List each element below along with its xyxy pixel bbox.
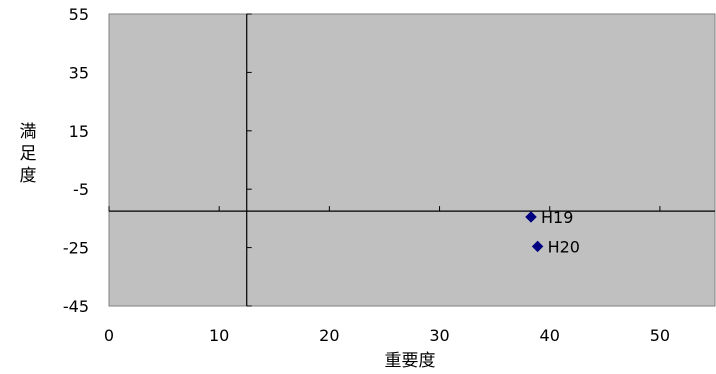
crosshair-axes (108, 13, 715, 307)
data-point-marker (531, 240, 544, 253)
x-tick-label: 20 (319, 326, 339, 345)
data-point-label: H19 (541, 208, 573, 227)
plot-area (108, 13, 716, 307)
x-tick-label: 10 (209, 326, 229, 345)
x-tick-label: 0 (104, 326, 114, 345)
x-axis-title: 重要度 (385, 351, 436, 371)
y-axis-title: 満足度 (20, 122, 37, 186)
y-tick-label: -25 (63, 239, 89, 258)
x-tick-label: 30 (429, 326, 449, 345)
x-tick-labels: 0 10 20 30 40 50 (104, 326, 670, 345)
y-tick-label: 15 (69, 122, 89, 141)
x-tick-label: 50 (650, 326, 670, 345)
y-tick-label: 35 (69, 63, 89, 82)
y-tick-label: -45 (63, 297, 89, 316)
y-tick-labels: 55 35 15 -5 -25 -45 (63, 5, 89, 316)
data-point-label: H20 (548, 237, 580, 256)
data-points: H19 H20 (525, 208, 580, 256)
x-tick-label: 40 (540, 326, 560, 345)
y-tick-label: -5 (73, 180, 89, 199)
y-tick-label: 55 (69, 5, 89, 24)
data-point-marker (525, 211, 537, 223)
